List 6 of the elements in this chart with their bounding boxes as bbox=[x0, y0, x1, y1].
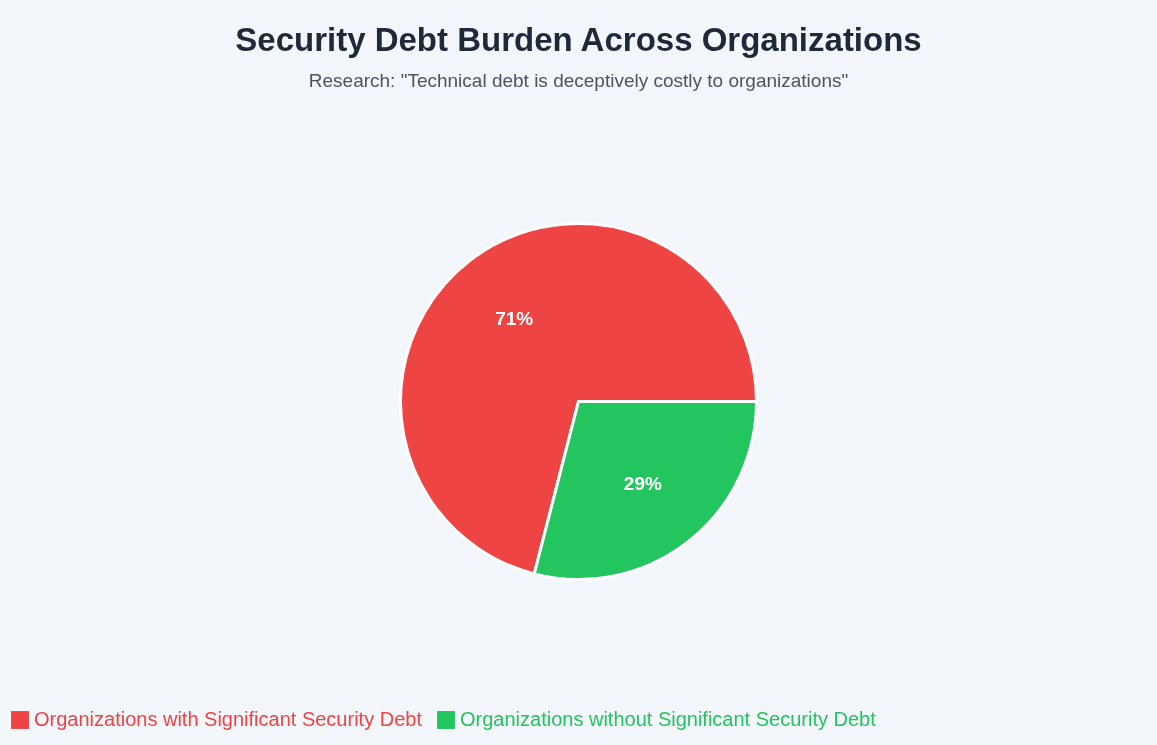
chart-subtitle: Research: "Technical debt is deceptively costly to organizations" bbox=[308, 70, 849, 91]
legend-label: Organizations without Significant Security Debt bbox=[460, 708, 877, 730]
data-label: 29% bbox=[623, 473, 662, 495]
legend-label: Organizations with Significant Security Debt bbox=[34, 708, 423, 730]
chart-title: Security Debt Burden Across Organizations bbox=[235, 21, 922, 58]
data-label: 71% bbox=[495, 307, 534, 329]
